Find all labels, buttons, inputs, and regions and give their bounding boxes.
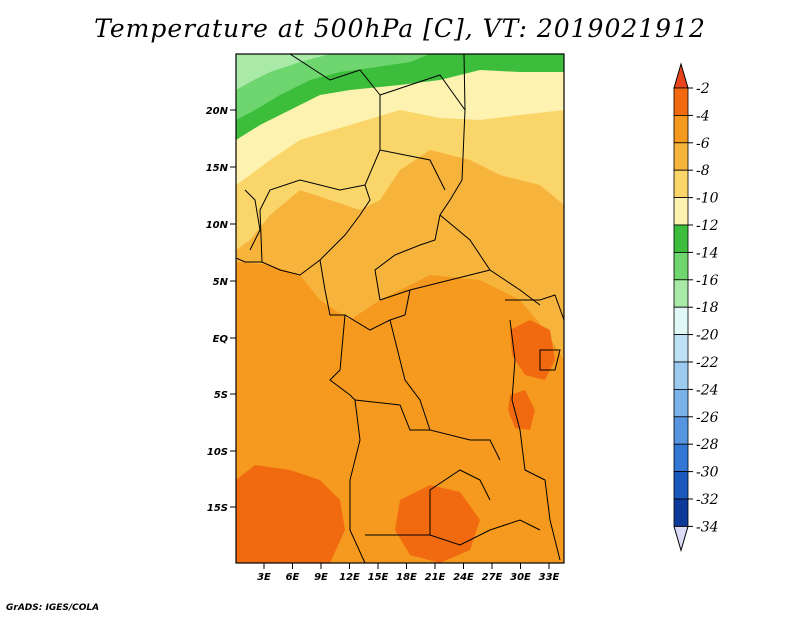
colorbar-label: -16 xyxy=(696,273,719,289)
lat-tick-label: 10S xyxy=(207,447,228,458)
colorbar-segment xyxy=(673,115,689,144)
lat-tick-label: 5N xyxy=(213,277,229,288)
colorbar-label: -20 xyxy=(696,328,719,344)
colorbar-max-arrow xyxy=(673,62,689,89)
lat-tick-label: 10N xyxy=(206,220,229,231)
lon-tick-label: 33E xyxy=(539,572,560,583)
map-frame xyxy=(235,53,565,564)
colorbar-label: -4 xyxy=(696,108,710,124)
colorbar-segment xyxy=(673,334,689,363)
colorbar-label: -2 xyxy=(696,81,710,97)
lat-tick-label: 15S xyxy=(207,503,228,514)
lon-tick-label: 3E xyxy=(257,572,271,583)
colorbar-label: -32 xyxy=(696,492,719,508)
colorbar-segment xyxy=(673,169,689,198)
warm-spot-east xyxy=(510,320,555,380)
colorbar-label: -18 xyxy=(696,300,719,316)
lon-tick-label: 9E xyxy=(314,572,328,583)
lat-tick-label: 5S xyxy=(214,390,228,401)
colorbar-segment xyxy=(673,498,689,527)
grads-credit: GrADS: IGES/COLA xyxy=(6,603,100,613)
latitude-axis: 20N 15N 10N 5N EQ 5S 10S 15S xyxy=(206,106,236,514)
colorbar-segment xyxy=(673,416,689,445)
colorbar-segment xyxy=(673,87,689,116)
colorbar-segment xyxy=(673,306,689,336)
longitude-axis: 3E 6E 9E 12E 15E 18E 21E 24E 27E 30E 33E xyxy=(257,563,560,583)
country-borders xyxy=(236,54,564,563)
band-palegreen xyxy=(236,54,330,90)
colorbar-label: -6 xyxy=(696,136,710,152)
warm-spot-east2 xyxy=(508,390,535,430)
lon-tick-label: 6E xyxy=(286,572,300,583)
colorbar-label: -10 xyxy=(696,191,719,207)
colorbar-label: -26 xyxy=(696,410,719,426)
colorbar-label: -24 xyxy=(696,382,719,398)
colorbar-segment xyxy=(673,361,689,390)
temperature-field xyxy=(236,54,564,563)
colorbar-label: -34 xyxy=(696,519,719,535)
lon-tick-label: 12E xyxy=(339,572,360,583)
lon-tick-label: 21E xyxy=(425,572,446,583)
colorbar-segment xyxy=(673,471,689,500)
colorbar-label: -8 xyxy=(696,163,710,179)
colorbar: -2 -4 -6 -8 -10 -12 -14 -16 -18 -20 -22 -24 -26 -28 -3… xyxy=(673,62,719,553)
colorbar-segment xyxy=(673,388,689,418)
colorbar-label: -28 xyxy=(696,437,719,453)
warm-spot-southwest xyxy=(236,465,345,563)
lon-tick-label: 18E xyxy=(396,572,417,583)
lat-tick-label: 15N xyxy=(206,163,229,174)
colorbar-segment xyxy=(673,279,689,308)
lon-tick-label: 30E xyxy=(510,572,531,583)
colorbar-min-arrow xyxy=(673,525,689,553)
colorbar-segment xyxy=(673,443,689,473)
colorbar-label: -30 xyxy=(696,465,719,481)
colorbar-label: -22 xyxy=(696,355,719,371)
colorbar-segment xyxy=(673,224,689,253)
lat-tick-label: 20N xyxy=(206,106,229,117)
colorbar-segment xyxy=(673,197,689,226)
colorbar-label: -14 xyxy=(696,245,719,261)
lat-tick-label: EQ xyxy=(213,334,229,345)
band-lightgreen xyxy=(236,54,430,120)
lon-tick-label: 24E xyxy=(453,572,474,583)
lon-tick-label: 15E xyxy=(368,572,389,583)
warm-spot-south xyxy=(395,485,480,563)
colorbar-segment xyxy=(673,142,689,171)
colorbar-segment xyxy=(673,251,689,281)
lon-tick-label: 27E xyxy=(482,572,503,583)
map-title: Temperature at 500hPa [C], VT: 201902191… xyxy=(94,14,706,43)
colorbar-label: -12 xyxy=(696,218,719,234)
